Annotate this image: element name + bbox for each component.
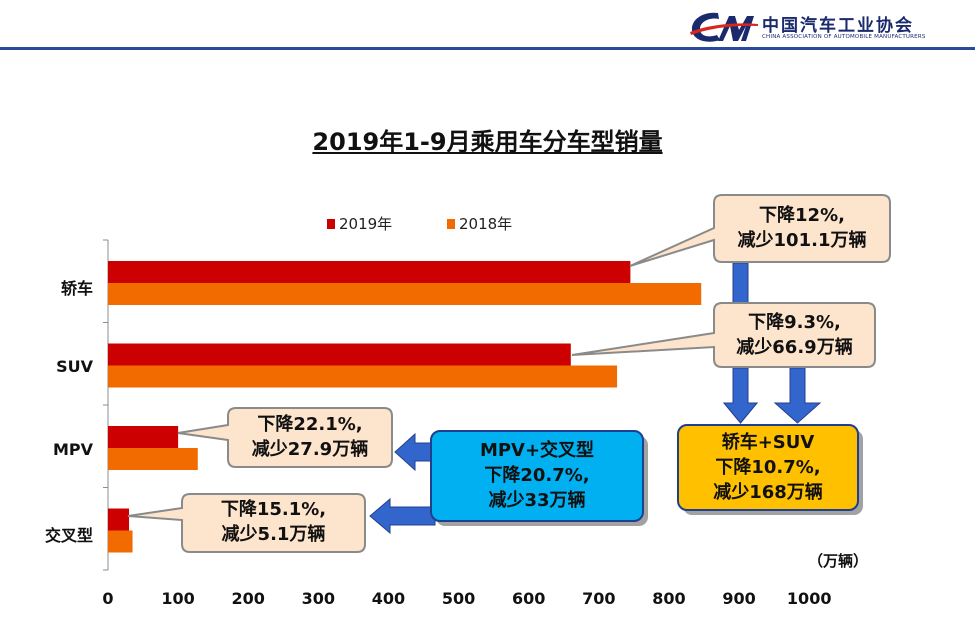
callout-bubble-suv xyxy=(571,302,876,368)
x-tick-label: 600 xyxy=(512,589,546,608)
bar-2018-1 xyxy=(108,365,618,388)
callout-crossover: 下降15.1%, 减少5.1万辆 xyxy=(184,497,363,547)
x-tick-label: 1000 xyxy=(786,589,832,608)
down-arrow-suv-right xyxy=(773,367,822,424)
chart-title: 2019年1-9月乘用车分车型销量 xyxy=(312,128,663,156)
category-label-mpv: MPV xyxy=(52,440,93,459)
callout-crossover-line2: 减少5.1万辆 xyxy=(221,524,326,545)
unit-label: （万辆） xyxy=(808,552,869,570)
callout-layer xyxy=(127,194,891,553)
caam-logo: 中国汽车工业协会 CHINA ASSOCIATION OF AUTOMOBILE… xyxy=(688,8,973,46)
left-arrow-mpv xyxy=(394,432,436,472)
x-tick-label: 700 xyxy=(582,589,616,608)
axis-layer xyxy=(103,239,109,571)
bar-layer xyxy=(108,261,702,553)
x-tick-label: 400 xyxy=(371,589,406,608)
x-tick-label: 500 xyxy=(441,589,476,608)
x-tick-label: 200 xyxy=(231,589,265,608)
callout-suv-line1: 下降9.3%, xyxy=(748,312,841,333)
category-label-crossover: 交叉型 xyxy=(44,526,93,545)
callout-mpv-crossover-line2: 下降20.7%, xyxy=(484,465,590,486)
legend-label-2018: 2018年 xyxy=(459,215,513,233)
callout-box-sedan-suv xyxy=(677,424,859,511)
callout-bubble-mpv xyxy=(177,407,393,468)
callout-crossover-line1: 下降15.1%, xyxy=(220,499,327,520)
callout-sedan-suv-line2: 下降10.7%, xyxy=(715,457,821,478)
callout-mpv-line2: 减少27.9万辆 xyxy=(251,439,369,460)
legend-swatch-2019 xyxy=(327,219,335,229)
legend-label-2019: 2019年 xyxy=(339,215,393,233)
bar-2019-2 xyxy=(108,426,179,448)
x-tick-label: 100 xyxy=(161,589,195,608)
callout-suv: 下降9.3%, 减少66.9万辆 xyxy=(716,310,873,360)
callout-suv-line2: 减少66.9万辆 xyxy=(736,337,853,358)
callout-bubble-sedan xyxy=(629,194,891,267)
callout-mpv-crossover-line1: MPV+交叉型 xyxy=(479,440,595,461)
callout-sedan-suv-line3: 减少168万辆 xyxy=(713,482,823,503)
legend-item-2019: 2019年 xyxy=(327,213,392,234)
bar-2018-0 xyxy=(108,283,702,305)
bar-2019-1 xyxy=(108,343,571,366)
callout-sedan-suv-line1: 轿车+SUV xyxy=(721,432,815,453)
callout-mpv: 下降22.1%, 减少27.9万辆 xyxy=(230,412,390,462)
down-arrow-suv-left xyxy=(722,367,759,424)
bar-2019-3 xyxy=(108,508,130,531)
category-label-suv: SUV xyxy=(56,357,93,376)
x-tick-label: 300 xyxy=(301,589,336,608)
logo-text-en: CHINA ASSOCIATION OF AUTOMOBILE MANUFACT… xyxy=(762,34,926,40)
legend-swatch-2018 xyxy=(447,219,455,229)
callout-bubble-crossover xyxy=(127,493,366,553)
bar-2019-0 xyxy=(108,261,631,283)
x-tick-label: 800 xyxy=(652,589,686,608)
callout-mpv-crossover-line3: 减少33万辆 xyxy=(488,490,586,511)
callout-mpv-crossover: MPV+交叉型 下降20.7%, 减少33万辆 xyxy=(431,438,643,513)
x-tick-label: 900 xyxy=(722,589,756,608)
callout-sedan-line2: 减少101.1万辆 xyxy=(737,230,867,251)
callout-sedan: 下降12%, 减少101.1万辆 xyxy=(716,203,888,253)
legend-item-2018: 2018年 xyxy=(447,213,512,234)
header-divider xyxy=(0,47,975,50)
callout-sedan-suv: 轿车+SUV 下降10.7%, 减少168万辆 xyxy=(678,430,858,505)
caam-logo-mark xyxy=(690,12,758,42)
bar-2018-2 xyxy=(108,448,198,470)
callout-sedan-line1: 下降12%, xyxy=(759,205,845,226)
category-label-sedan: 轿车 xyxy=(60,279,93,298)
logo-text-cn: 中国汽车工业协会 xyxy=(762,16,914,36)
left-arrow-crossover xyxy=(369,497,436,535)
callout-box-mpv-crossover xyxy=(430,430,644,522)
callout-mpv-line1: 下降22.1%, xyxy=(257,414,363,435)
bar-2018-3 xyxy=(108,530,133,553)
x-tick-label: 0 xyxy=(102,589,114,608)
